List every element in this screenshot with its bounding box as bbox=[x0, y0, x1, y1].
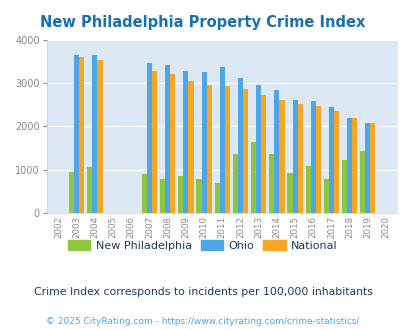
Bar bbox=[274, 90, 279, 213]
Bar bbox=[214, 182, 219, 213]
Bar bbox=[269, 153, 274, 213]
Bar bbox=[147, 63, 152, 213]
Bar bbox=[178, 176, 183, 213]
Bar bbox=[341, 160, 346, 213]
Bar bbox=[79, 57, 84, 213]
Bar bbox=[297, 104, 302, 213]
Bar bbox=[260, 95, 266, 213]
Bar bbox=[170, 74, 175, 213]
Bar bbox=[206, 85, 211, 213]
Bar bbox=[97, 60, 102, 213]
Bar bbox=[141, 174, 147, 213]
Text: New Philadelphia Property Crime Index: New Philadelphia Property Crime Index bbox=[40, 15, 365, 30]
Bar bbox=[224, 86, 229, 213]
Text: Crime Index corresponds to incidents per 100,000 inhabitants: Crime Index corresponds to incidents per… bbox=[34, 287, 371, 297]
Bar bbox=[369, 123, 375, 213]
Bar bbox=[243, 88, 247, 213]
Bar bbox=[333, 111, 338, 213]
Bar bbox=[92, 55, 97, 213]
Bar bbox=[196, 179, 201, 213]
Bar bbox=[328, 107, 333, 213]
Bar bbox=[87, 167, 92, 213]
Bar bbox=[160, 180, 165, 213]
Bar bbox=[152, 71, 157, 213]
Bar bbox=[364, 123, 369, 213]
Bar bbox=[183, 71, 188, 213]
Bar bbox=[232, 153, 237, 213]
Bar bbox=[69, 172, 74, 213]
Bar bbox=[305, 166, 310, 213]
Bar bbox=[250, 142, 256, 213]
Bar bbox=[310, 101, 315, 213]
Bar bbox=[219, 67, 224, 213]
Bar bbox=[188, 81, 193, 213]
Bar bbox=[237, 78, 243, 213]
Bar bbox=[201, 72, 206, 213]
Bar bbox=[323, 179, 328, 213]
Bar bbox=[256, 84, 260, 213]
Bar bbox=[315, 106, 320, 213]
Bar bbox=[359, 151, 364, 213]
Bar bbox=[292, 100, 297, 213]
Legend: New Philadelphia, Ohio, National: New Philadelphia, Ohio, National bbox=[64, 236, 341, 255]
Bar bbox=[287, 173, 292, 213]
Text: © 2025 CityRating.com - https://www.cityrating.com/crime-statistics/: © 2025 CityRating.com - https://www.city… bbox=[46, 317, 359, 326]
Bar bbox=[74, 55, 79, 213]
Bar bbox=[165, 65, 170, 213]
Bar bbox=[346, 118, 352, 213]
Bar bbox=[279, 100, 284, 213]
Bar bbox=[352, 117, 356, 213]
